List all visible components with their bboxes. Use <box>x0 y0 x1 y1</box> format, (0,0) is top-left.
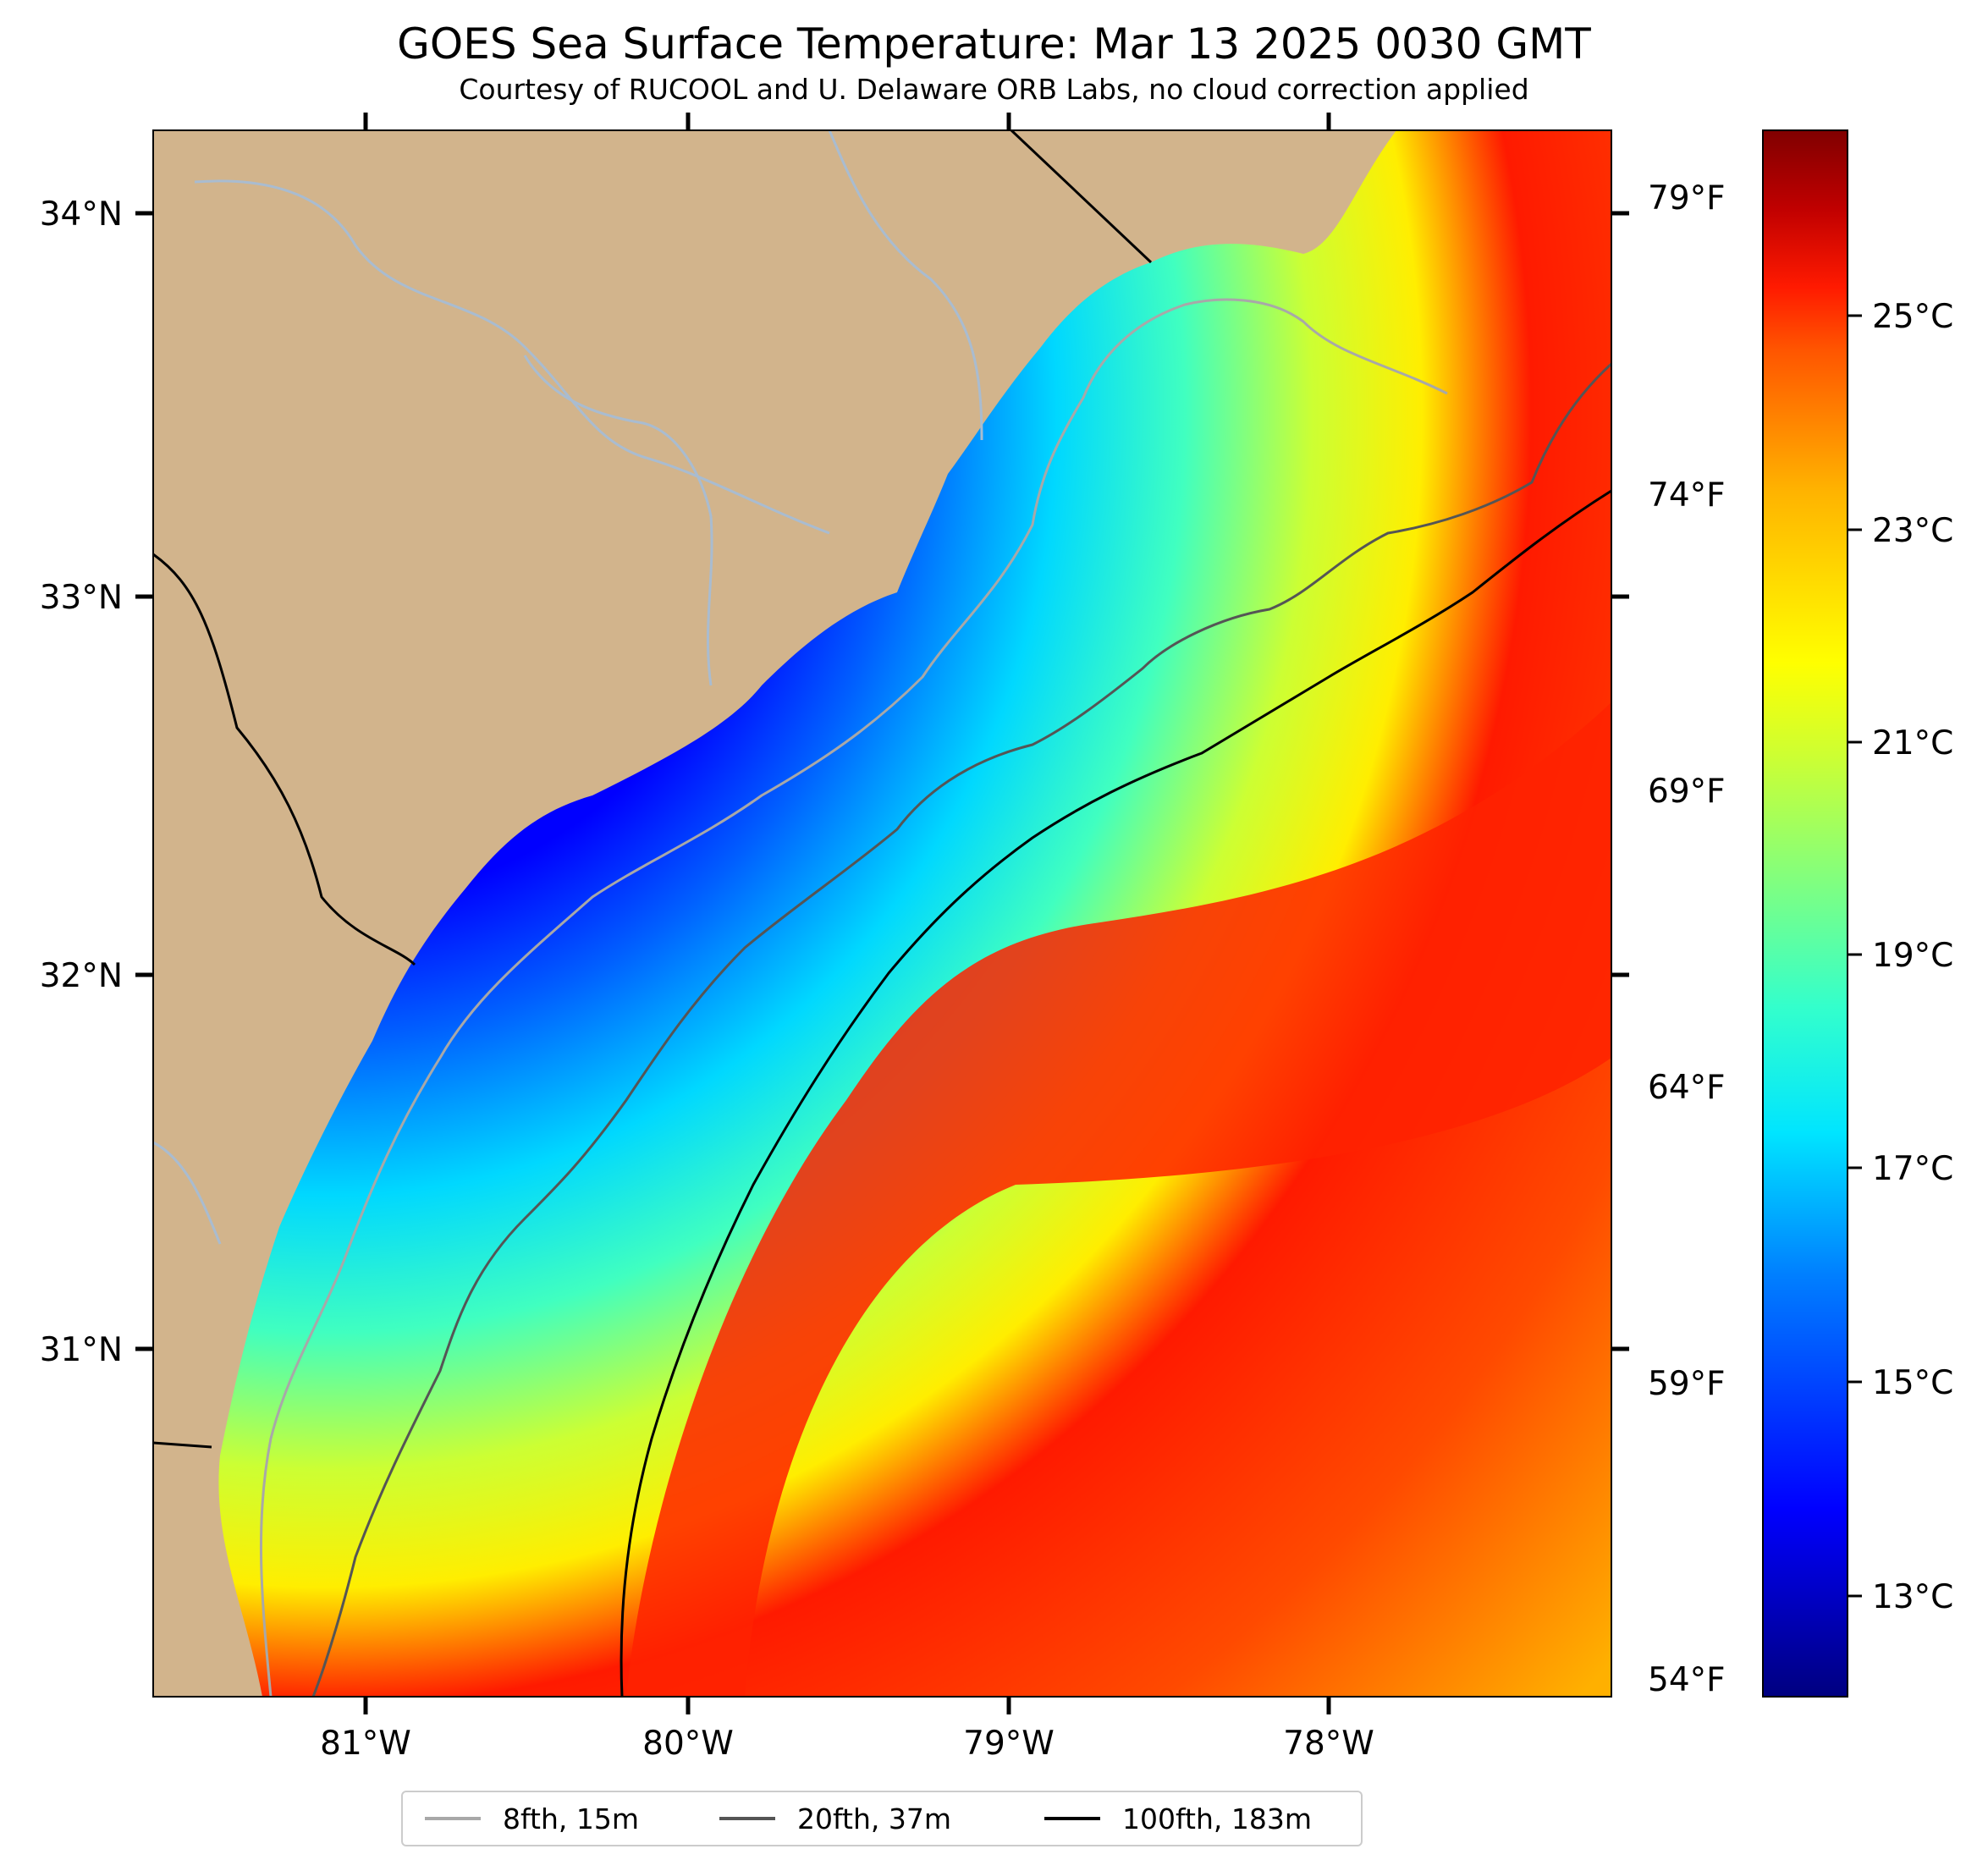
celsius-label-13: 13°C <box>1872 1578 1953 1616</box>
celsius-label-21: 21°C <box>1872 724 1953 762</box>
legend-swatch-8fth <box>425 1817 481 1820</box>
bathymetry-20fth <box>311 362 1611 1697</box>
legend-item-20fth: 20fth, 37m <box>719 1792 951 1845</box>
lon-label-78: 78°W <box>1283 1725 1374 1763</box>
map-title: GOES Sea Surface Temperature: Mar 13 202… <box>397 19 1591 69</box>
longitude-labels-bottom: 81°W 80°W 79°W 78°W <box>320 113 1374 1763</box>
lon-label-80: 80°W <box>642 1725 734 1763</box>
lat-label-34: 34°N <box>40 195 123 234</box>
fahrenheit-label-64: 64°F <box>1648 1069 1726 1107</box>
fahrenheit-label-79: 79°F <box>1648 179 1726 217</box>
celsius-label-25: 25°C <box>1872 298 1953 336</box>
legend-item-8fth: 8fth, 15m <box>425 1792 639 1845</box>
rivers <box>153 130 983 1245</box>
legend-label-100fth: 100fth, 183m <box>1122 1802 1312 1835</box>
lon-label-79: 79°W <box>963 1725 1055 1763</box>
colorbar: 25°C 23°C 21°C 19°C 17°C 15°C 13°C <box>1762 129 1953 1698</box>
legend-label-20fth: 20fth, 37m <box>797 1802 951 1835</box>
bathymetry-legend: 8fth, 15m 20fth, 37m 100fth, 183m <box>401 1791 1363 1846</box>
bathymetry-8fth <box>259 298 1448 1697</box>
lat-label-32: 32°N <box>40 957 123 995</box>
celsius-label-17: 17°C <box>1872 1150 1953 1188</box>
map-frame <box>152 129 1612 1698</box>
colorbar-bar <box>1762 129 1848 1698</box>
legend-item-100fth: 100fth, 183m <box>1044 1792 1312 1845</box>
fahrenheit-label-59: 59°F <box>1648 1365 1726 1403</box>
celsius-label-15: 15°C <box>1872 1364 1953 1402</box>
land <box>153 130 1396 1697</box>
celsius-label-19: 19°C <box>1872 937 1953 975</box>
bathymetry-100fth <box>620 489 1611 1697</box>
lon-label-81: 81°W <box>320 1725 411 1763</box>
lat-label-31: 31°N <box>40 1331 123 1369</box>
state-boundaries <box>153 130 1153 1449</box>
lat-label-33: 33°N <box>40 579 123 617</box>
latitude-labels-left: 34°N 33°N 32°N 31°N <box>40 195 153 1369</box>
legend-label-8fth: 8fth, 15m <box>503 1802 640 1835</box>
legend-swatch-20fth <box>719 1817 775 1820</box>
fahrenheit-label-74: 74°F <box>1648 476 1726 515</box>
map-area <box>153 130 1611 1697</box>
gulf-stream-warm-core <box>626 702 1611 1697</box>
fahrenheit-label-54: 54°F <box>1648 1661 1726 1699</box>
fahrenheit-scale-right: 79°F 74°F 69°F 64°F 59°F 54°F <box>1611 179 1726 1699</box>
celsius-label-23: 23°C <box>1872 512 1953 550</box>
map-subtitle: Courtesy of RUCOOL and U. Delaware ORB L… <box>459 73 1529 106</box>
fahrenheit-label-69: 69°F <box>1648 773 1726 811</box>
legend-swatch-100fth <box>1044 1817 1100 1820</box>
